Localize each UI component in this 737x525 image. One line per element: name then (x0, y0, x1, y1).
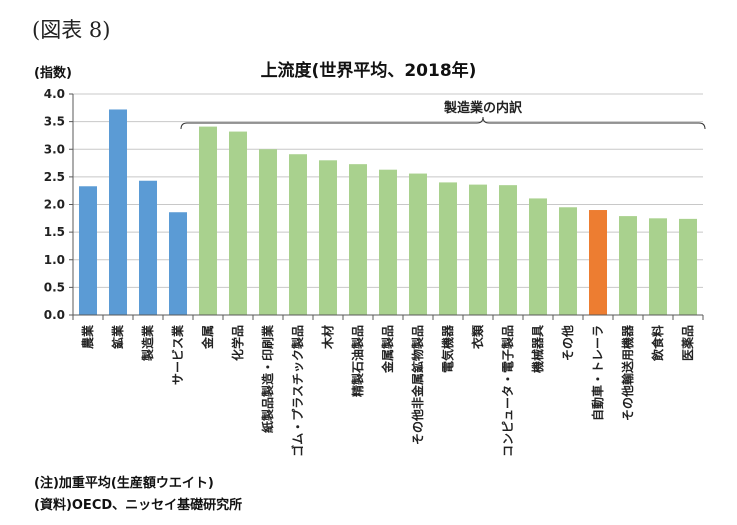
category-label: その他非金属鉱物製品 (410, 325, 425, 445)
category-label: 自動車・トレーラ (590, 325, 605, 421)
category-label: 鉱業 (110, 324, 125, 349)
category-label: その他輸送用機器 (620, 324, 635, 421)
bracket-label: 製造業の内訳 (443, 100, 523, 116)
y-tick-label: 0.5 (44, 280, 65, 294)
manufacturing-bracket: 製造業の内訳 (180, 100, 706, 130)
bar (379, 169, 397, 315)
category-label: 化学品 (230, 325, 245, 361)
bar (499, 185, 517, 315)
category-label: 紙製品製造・印刷業 (260, 324, 275, 433)
bar (109, 109, 127, 315)
bar (439, 182, 457, 315)
bar (139, 180, 157, 315)
category-label: 金属 (200, 325, 215, 350)
category-label: ゴム・プラスチック製品 (290, 325, 305, 457)
category-label: 精製石油製品 (350, 325, 365, 397)
category-label: コンピュータ・電子製品 (500, 325, 515, 457)
y-tick-label: 2.0 (44, 198, 65, 212)
bar (619, 216, 637, 315)
bar (199, 126, 217, 315)
category-label: 飲食料 (650, 325, 665, 362)
figure-label: (図表 8) (32, 18, 111, 42)
category-label: サービス業 (170, 324, 185, 385)
bar (229, 131, 247, 315)
bar (259, 149, 277, 315)
y-tick-label: 0.0 (44, 308, 65, 322)
bar (289, 154, 307, 315)
bar (559, 207, 577, 315)
bar (529, 198, 547, 315)
axes (69, 93, 704, 320)
note-source: (資料)OECD、ニッセイ基礎研究所 (34, 498, 243, 513)
bar (319, 160, 337, 315)
bracket-line (180, 116, 706, 130)
y-axis-label: (指数) (34, 66, 72, 81)
category-label: 衣類 (470, 324, 485, 349)
y-tick-label: 3.5 (44, 115, 65, 129)
chart-title: 上流度(世界平均、2018年) (260, 61, 477, 81)
category-label: その他 (560, 325, 575, 361)
category-label: 医薬品 (680, 325, 695, 361)
category-label: 農業 (80, 324, 95, 349)
category-label: 金属製品 (380, 325, 395, 374)
bar (469, 184, 487, 315)
category-label: 電気機器 (440, 324, 455, 373)
y-tick-label: 3.0 (44, 142, 65, 156)
y-axis-ticks: 0.0 0.5 1.0 1.5 2.0 2.5 3.0 3.5 4.0 (44, 87, 65, 322)
y-tick-label: 1.5 (44, 225, 65, 239)
bar (169, 212, 187, 315)
category-label: 木材 (320, 325, 335, 350)
bar (649, 218, 667, 315)
bar (349, 164, 367, 315)
y-tick-label: 2.5 (44, 170, 65, 184)
bar (679, 218, 697, 315)
category-label: 製造業 (140, 324, 155, 362)
y-tick-label: 1.0 (44, 253, 65, 267)
category-label: 機械器具 (530, 325, 545, 373)
y-tick-label: 4.0 (44, 87, 65, 101)
bar (79, 186, 97, 315)
bars (79, 109, 697, 315)
category-labels: 農業 鉱業 製造業 サービス業 金属 化学品 紙製品製造・印刷業 ゴム・プラスチック製品 木材精… (80, 324, 695, 457)
bar (409, 173, 427, 315)
bar (589, 210, 607, 315)
note-weighting: (注)加重平均(生産額ウエイト) (34, 476, 214, 491)
